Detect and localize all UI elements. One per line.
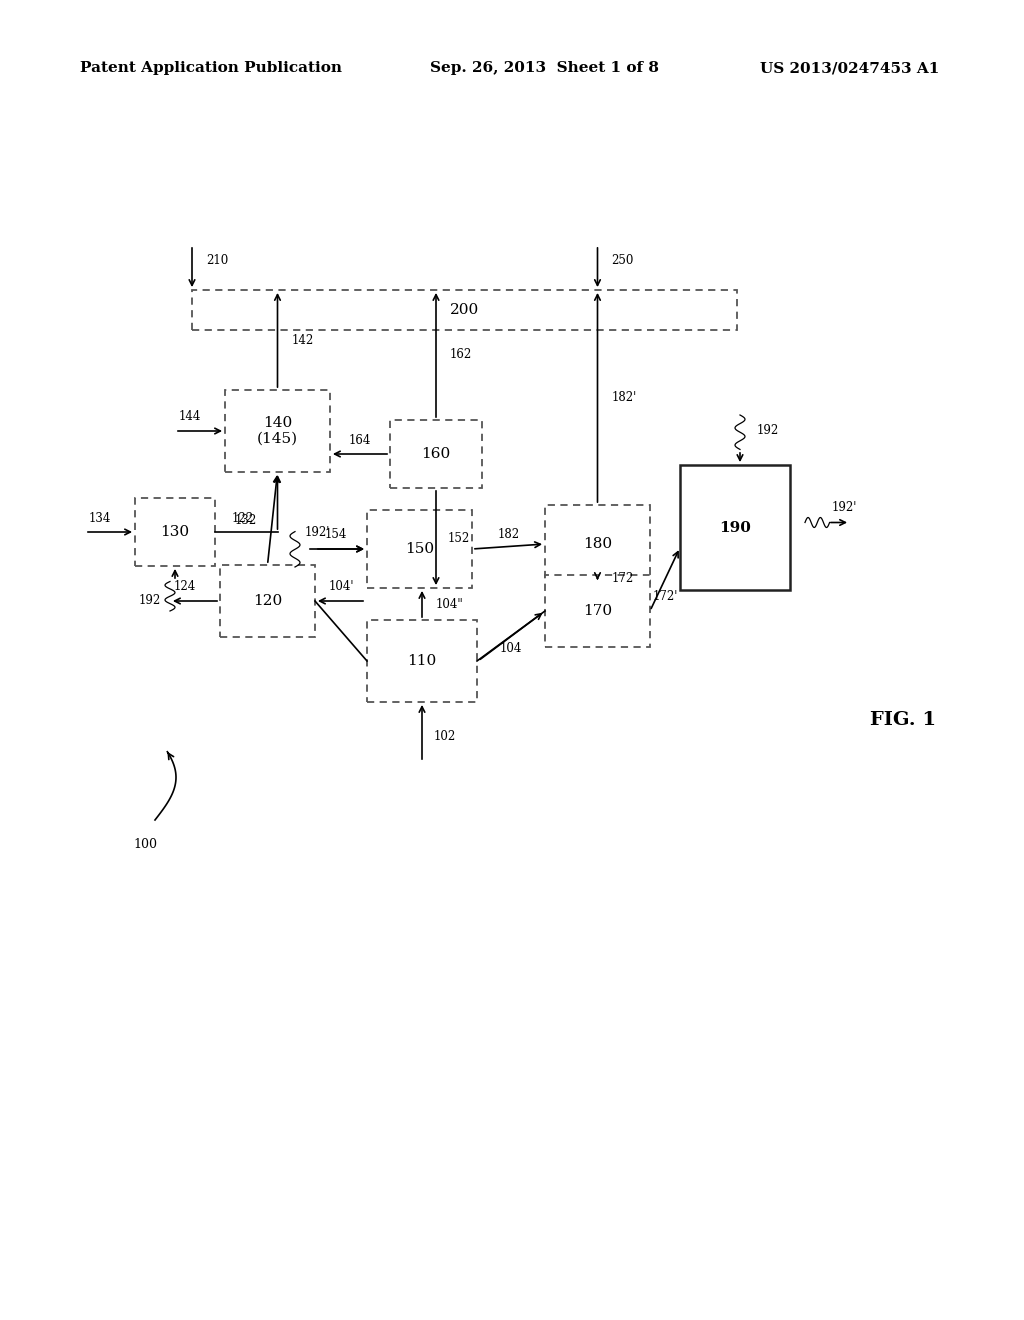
Text: 122: 122 [231, 512, 254, 525]
Text: 144: 144 [179, 411, 201, 424]
Text: 162: 162 [450, 348, 472, 362]
Text: 124: 124 [174, 581, 197, 594]
Bar [367, 620, 477, 702]
Text: 192: 192 [138, 594, 161, 607]
Text: 152: 152 [449, 532, 470, 544]
Text: 172': 172' [652, 590, 678, 603]
Text: 130: 130 [161, 525, 189, 539]
Text: 182: 182 [498, 528, 519, 541]
Text: US 2013/0247453 A1: US 2013/0247453 A1 [760, 61, 939, 75]
Text: 182': 182' [611, 391, 637, 404]
Text: 110: 110 [408, 653, 436, 668]
Text: 142: 142 [292, 334, 313, 346]
Text: 134: 134 [89, 511, 112, 524]
Text: 210: 210 [206, 253, 228, 267]
Text: 192: 192 [757, 424, 779, 437]
Text: 190: 190 [719, 520, 751, 535]
Bar [193, 290, 737, 330]
Text: 192': 192' [831, 502, 857, 513]
Text: 170: 170 [583, 605, 612, 618]
Text: 100: 100 [133, 838, 157, 851]
Text: 104': 104' [329, 581, 353, 594]
Text: Patent Application Publication: Patent Application Publication [80, 61, 342, 75]
Text: 192': 192' [304, 527, 330, 540]
Text: 120: 120 [253, 594, 283, 609]
Text: 102: 102 [434, 730, 457, 743]
Bar [225, 389, 330, 473]
Bar [135, 498, 215, 566]
Text: 150: 150 [404, 543, 434, 556]
Text: 160: 160 [421, 447, 451, 461]
Text: 154: 154 [325, 528, 347, 541]
Bar [220, 565, 315, 638]
Text: 250: 250 [611, 253, 634, 267]
Text: 200: 200 [450, 304, 479, 317]
Text: 164: 164 [349, 433, 371, 446]
Text: 180: 180 [583, 537, 612, 550]
Bar [545, 506, 650, 583]
Text: 132: 132 [236, 513, 257, 527]
Text: 140
(145): 140 (145) [257, 416, 298, 446]
Text: 104": 104" [436, 598, 464, 610]
Bar [390, 420, 482, 488]
Bar [367, 510, 472, 587]
Bar [680, 465, 790, 590]
Text: Sep. 26, 2013  Sheet 1 of 8: Sep. 26, 2013 Sheet 1 of 8 [430, 61, 659, 75]
Text: FIG. 1: FIG. 1 [870, 711, 936, 729]
Bar [545, 576, 650, 647]
Text: 172: 172 [611, 573, 634, 586]
Text: 104: 104 [500, 643, 522, 656]
